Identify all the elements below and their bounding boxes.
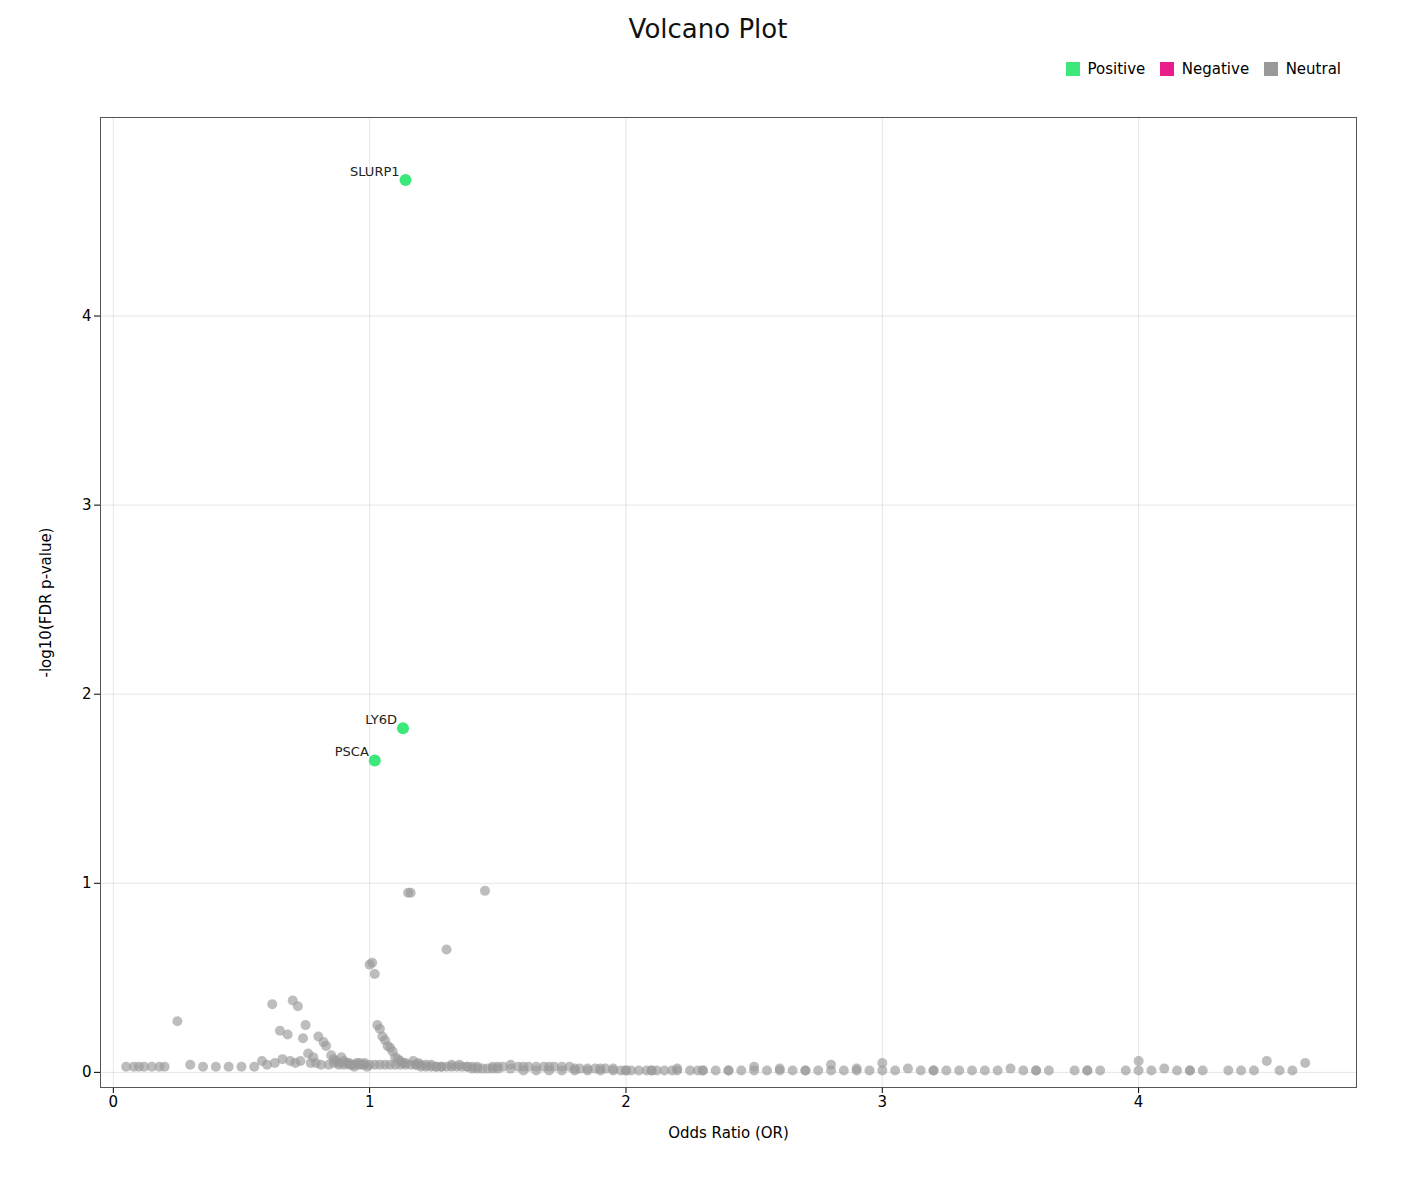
svg-text:-log10(FDR p-value): -log10(FDR p-value) (37, 527, 55, 677)
svg-text:1: 1 (365, 1093, 375, 1111)
svg-text:LY6D: LY6D (365, 712, 397, 727)
svg-text:0: 0 (109, 1093, 119, 1111)
html-text:Volcano Plot: Volcano Plot (628, 14, 788, 44)
svg-text:4: 4 (1134, 1093, 1144, 1111)
svg-text:SLURP1: SLURP1 (350, 163, 400, 178)
svg-text:2: 2 (82, 685, 92, 703)
svg-text:1: 1 (82, 874, 92, 892)
html-text:Negative: Negative (1181, 59, 1250, 78)
svg-text:PSCA: PSCA (335, 744, 369, 759)
html-text:Neutral: Neutral (1285, 59, 1341, 78)
html-text:Positive: Positive (1087, 59, 1146, 78)
svg-text:0: 0 (82, 1063, 92, 1081)
svg-text:3: 3 (878, 1093, 888, 1111)
svg-text:Odds Ratio (OR): Odds Ratio (OR) (668, 1123, 789, 1141)
svg-text:4: 4 (82, 306, 92, 324)
svg-text:3: 3 (82, 495, 92, 513)
svg-text:2: 2 (621, 1093, 631, 1111)
